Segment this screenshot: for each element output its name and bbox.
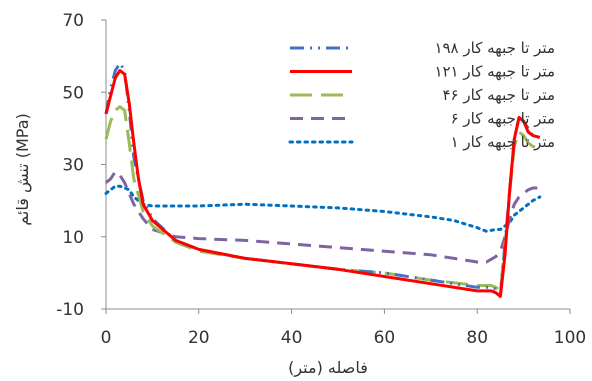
- y-tick-label: 50: [62, 83, 84, 103]
- series-line-2: [104, 69, 541, 298]
- legend-label-2: ۱۲۱ متر تا جبهه کار: [434, 63, 555, 81]
- legend: ۱۹۸ متر تا جبهه کار ۱۲۱ متر تا جبهه کار ۴۶…: [288, 39, 556, 151]
- y-tick-label: 10: [62, 228, 84, 248]
- legend-label-3: ۴۶ متر تا جبهه کار: [443, 86, 556, 104]
- axes: 0 20 40 60 80 100 -10 10 30 50 70: [56, 11, 586, 348]
- legend-label-5: ۱ متر تا جبهه کار: [451, 133, 555, 151]
- x-tick-label: 100: [554, 328, 586, 348]
- y-tick-label: 30: [62, 156, 84, 176]
- legend-label-1: ۱۹۸ متر تا جبهه کار: [434, 39, 555, 57]
- y-tick-label: 70: [62, 11, 84, 31]
- x-tick-label: 0: [101, 328, 112, 348]
- x-tick-label: 40: [281, 328, 303, 348]
- x-tick-label: 60: [374, 328, 396, 348]
- x-tick-label: 80: [466, 328, 488, 348]
- x-tick-label: 20: [188, 328, 210, 348]
- y-axis-title: تنش قائم (MPa): [13, 113, 33, 226]
- series-layer: [104, 61, 542, 298]
- x-axis-title: فاصله (متر): [288, 358, 368, 378]
- legend-label-4: ۶ متر تا جبهه کار: [451, 110, 555, 128]
- y-tick-label: -10: [56, 300, 84, 320]
- series-line-5: [104, 184, 542, 233]
- series-line-4: [105, 170, 540, 264]
